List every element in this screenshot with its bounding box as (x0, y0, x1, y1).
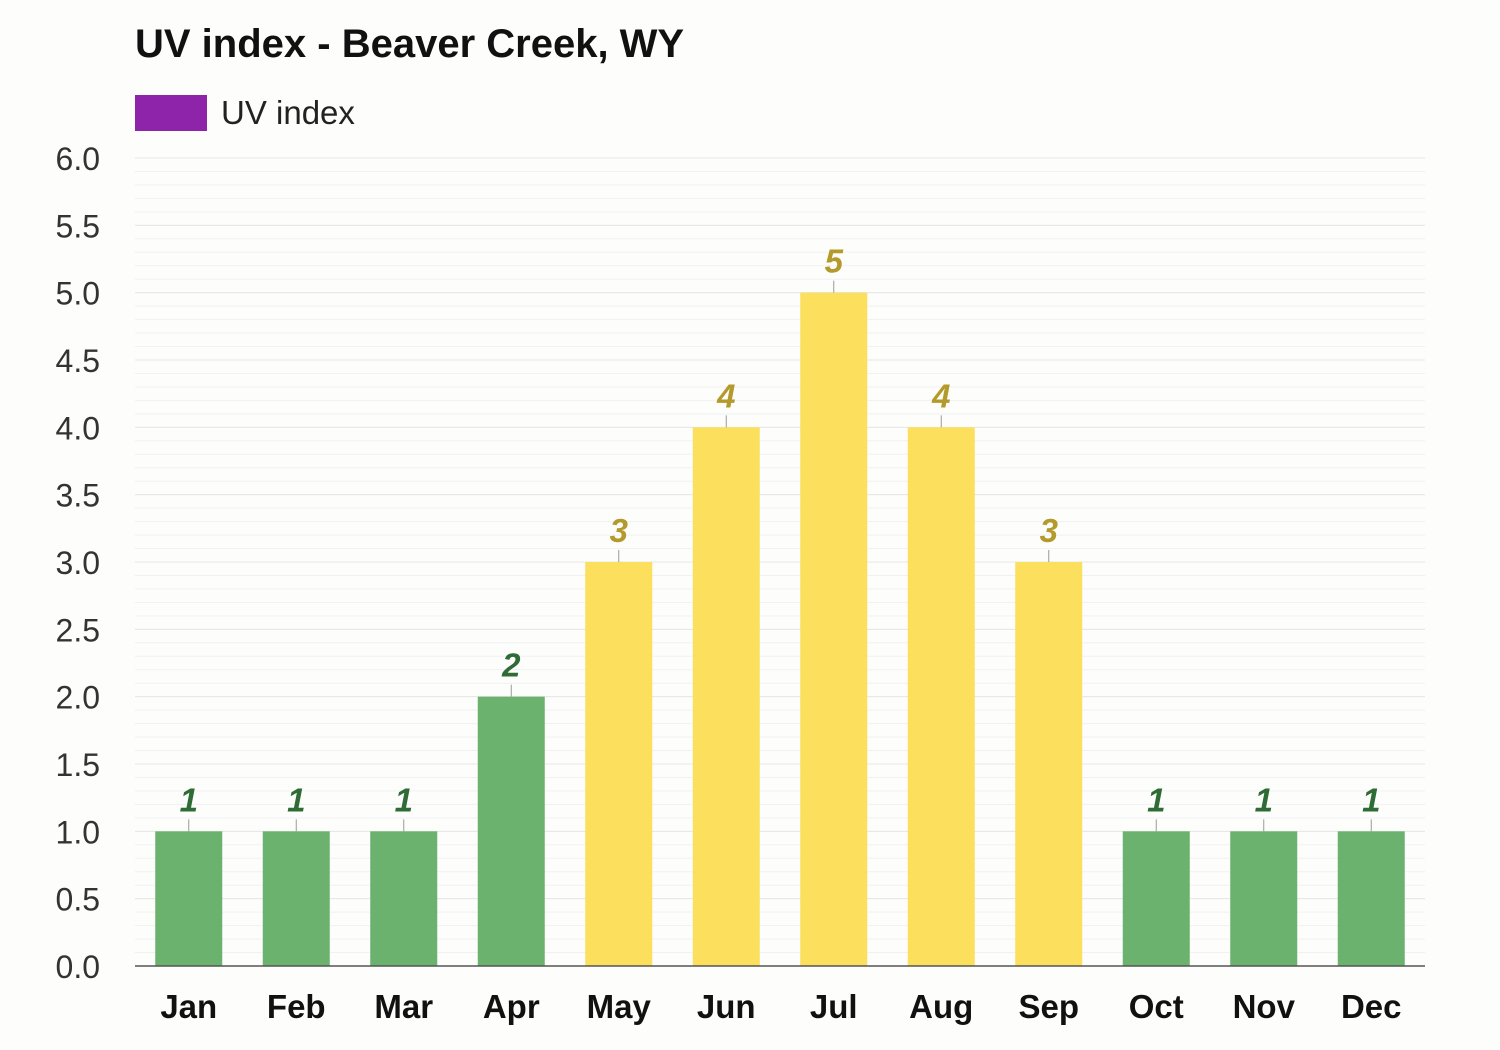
data-label-sep: 3 (1040, 512, 1058, 549)
x-tick-label-jun: Jun (697, 988, 756, 1025)
data-label-feb: 1 (287, 781, 305, 818)
data-label-oct: 1 (1147, 781, 1165, 818)
bar-jun (692, 427, 760, 966)
data-label-jan: 1 (180, 781, 198, 818)
data-label-dec: 1 (1362, 781, 1380, 818)
bar-nov (1230, 831, 1298, 966)
bar-dec (1337, 831, 1405, 966)
y-tick-label: 0.0 (56, 949, 100, 985)
x-tick-label-aug: Aug (909, 988, 973, 1025)
y-tick-label: 6.0 (56, 141, 100, 177)
y-tick-label: 0.5 (56, 882, 100, 918)
y-tick-label: 1.5 (56, 747, 100, 783)
y-tick-label: 3.0 (56, 545, 100, 581)
x-tick-label-dec: Dec (1341, 988, 1402, 1025)
y-tick-label: 4.5 (56, 343, 100, 379)
data-label-mar: 1 (395, 781, 413, 818)
data-label-jul: 5 (825, 243, 844, 280)
x-tick-label-nov: Nov (1233, 988, 1296, 1025)
legend: UV index (135, 94, 355, 132)
bar-feb (262, 831, 330, 966)
data-label-aug: 4 (931, 377, 950, 414)
x-tick-label-jul: Jul (810, 988, 858, 1025)
bar-jul (800, 292, 868, 967)
y-tick-label: 5.5 (56, 208, 100, 244)
x-tick-label-apr: Apr (483, 988, 540, 1025)
x-tick-label-sep: Sep (1018, 988, 1079, 1025)
y-tick-label: 2.5 (56, 612, 100, 648)
chart-title: UV index - Beaver Creek, WY (135, 22, 685, 66)
bar-oct (1122, 831, 1190, 966)
x-tick-label-may: May (587, 988, 652, 1025)
y-tick-label: 2.0 (56, 680, 100, 716)
data-label-jun: 4 (716, 377, 735, 414)
y-tick-label: 1.0 (56, 814, 100, 850)
data-label-apr: 2 (501, 647, 521, 684)
x-tick-label-oct: Oct (1129, 988, 1184, 1025)
data-label-may: 3 (610, 512, 628, 549)
y-tick-label: 4.0 (56, 410, 100, 446)
bar-mar (370, 831, 438, 966)
bar-aug (907, 427, 975, 966)
bar-sep (1015, 562, 1083, 966)
legend-swatch (135, 95, 207, 131)
x-tick-label-feb: Feb (267, 988, 326, 1025)
y-tick-label: 5.0 (56, 276, 100, 312)
x-tick-label-mar: Mar (374, 988, 433, 1025)
data-label-nov: 1 (1255, 781, 1273, 818)
x-tick-label-jan: Jan (160, 988, 217, 1025)
bar-may (585, 562, 653, 966)
bar-jan (155, 831, 223, 966)
y-tick-label: 3.5 (56, 478, 100, 514)
bar-apr (477, 696, 545, 966)
legend-label: UV index (221, 94, 355, 131)
